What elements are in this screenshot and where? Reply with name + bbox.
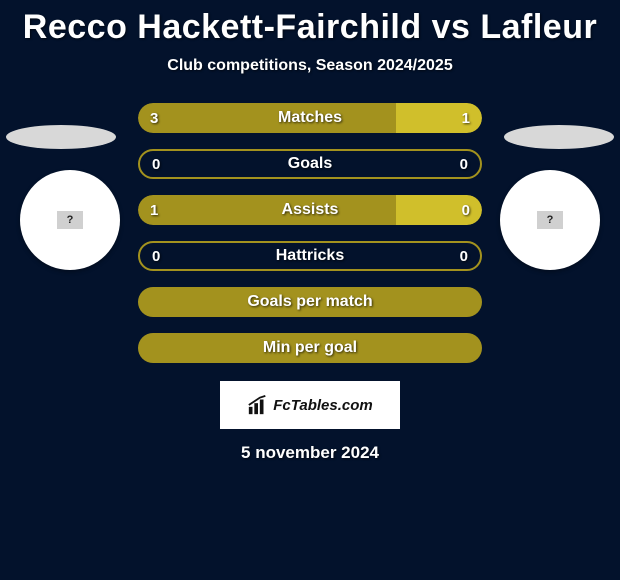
player-shadow-left — [6, 125, 116, 149]
player-flag-right — [537, 211, 563, 229]
chart-icon — [247, 394, 269, 416]
stat-value-right: 0 — [460, 248, 468, 265]
stat-label: Goals per match — [138, 293, 482, 311]
comparison-title: Recco Hackett-Fairchild vs Lafleur — [0, 0, 620, 47]
stat-value-right: 1 — [462, 110, 470, 127]
stat-row: Hattricks0 0 — [138, 241, 482, 271]
stat-value-right: 0 — [460, 156, 468, 173]
season-subtitle: Club competitions, Season 2024/2025 — [0, 57, 620, 75]
stat-label: Assists — [138, 201, 482, 219]
player-flag-left — [57, 211, 83, 229]
stat-row: Min per goal — [138, 333, 482, 363]
stat-label: Hattricks — [140, 247, 480, 265]
player-avatar-right — [500, 170, 600, 270]
watermark-text: FcTables.com — [273, 397, 372, 414]
stat-value-left: 0 — [152, 248, 160, 265]
stat-value-left: 3 — [150, 110, 158, 127]
fctables-watermark: FcTables.com — [220, 381, 400, 429]
stat-row: Matches3 1 — [138, 103, 482, 133]
player-avatar-left — [20, 170, 120, 270]
stat-label: Min per goal — [138, 339, 482, 357]
snapshot-date: 5 november 2024 — [0, 443, 620, 463]
stat-value-right: 0 — [462, 202, 470, 219]
stat-value-left: 1 — [150, 202, 158, 219]
stat-label: Goals — [140, 155, 480, 173]
stat-value-left: 0 — [152, 156, 160, 173]
stat-row: Assists1 0 — [138, 195, 482, 225]
stat-label: Matches — [138, 109, 482, 127]
player-shadow-right — [504, 125, 614, 149]
stat-row: Goals per match — [138, 287, 482, 317]
stat-row: Goals0 0 — [138, 149, 482, 179]
